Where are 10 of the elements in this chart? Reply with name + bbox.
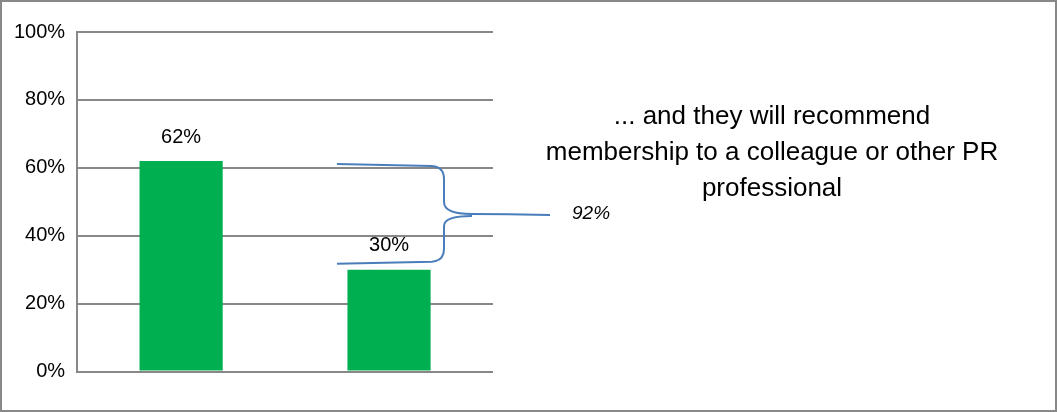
y-tick-label: 60% — [25, 155, 66, 178]
y-tick-label: 100% — [14, 19, 66, 42]
text: ... and they will recommend membership to a colleague or other PR professional — [545, 100, 999, 202]
data-label: 30% — [369, 233, 410, 256]
text: 92% — [572, 201, 611, 224]
y-tick-label: 0% — [36, 359, 66, 382]
y-tick-label: 80% — [25, 87, 66, 110]
y-tick-label: 20% — [25, 291, 66, 314]
data-label: 62% — [161, 124, 202, 147]
y-tick-label: 40% — [25, 223, 66, 246]
